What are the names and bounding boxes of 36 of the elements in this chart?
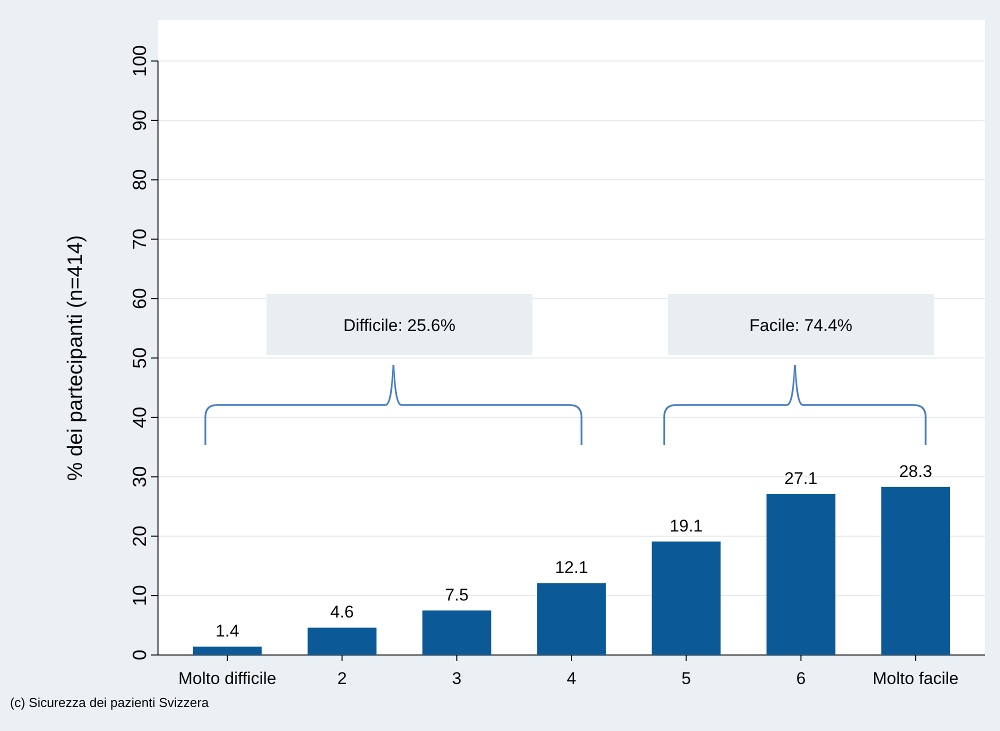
x-tick-label: 5 xyxy=(681,669,691,688)
y-tick-label: 40 xyxy=(130,406,151,428)
data-label: 4.6 xyxy=(330,602,354,622)
y-tick-label: 10 xyxy=(130,585,151,606)
data-label: 1.4 xyxy=(216,622,240,641)
y-axis-title: % dei partecipanti (n=414) xyxy=(64,235,87,481)
data-label: 19.1 xyxy=(670,516,703,536)
data-label: 12.1 xyxy=(554,558,588,578)
x-tick-label: 3 xyxy=(452,669,462,688)
y-tick-label: 60 xyxy=(130,288,151,310)
bar xyxy=(537,583,606,655)
bar xyxy=(422,610,492,655)
y-tick-label: 50 xyxy=(130,347,151,369)
x-tick-label: 6 xyxy=(796,669,806,688)
y-tick-label: 90 xyxy=(130,110,151,131)
y-tick-label: 20 xyxy=(130,526,151,547)
bar xyxy=(881,486,950,655)
data-label: 7.5 xyxy=(444,585,469,604)
data-label: 28.3 xyxy=(899,462,932,481)
data-label: 27.1 xyxy=(784,469,818,488)
bar xyxy=(766,494,836,655)
bar xyxy=(652,542,721,655)
annotation: Difficile: 25.6% xyxy=(343,316,456,335)
y-tick-label: 70 xyxy=(130,228,151,250)
x-tick-label: Molto facile xyxy=(872,669,959,688)
y-tick-label: 0 xyxy=(130,650,151,660)
x-tick-label: 2 xyxy=(337,669,347,688)
bar xyxy=(308,628,376,655)
y-tick-label: 30 xyxy=(130,466,151,488)
y-tick-label: 80 xyxy=(130,169,151,190)
x-tick-label: 4 xyxy=(566,669,576,688)
y-tick-label: 100 xyxy=(130,45,151,77)
bar xyxy=(192,646,262,655)
annotation: Facile: 74.4% xyxy=(749,316,852,335)
text: (c) Sicurezza dei pazienti Svizzera xyxy=(10,695,210,710)
x-tick-label: Molto difficile xyxy=(178,669,276,688)
